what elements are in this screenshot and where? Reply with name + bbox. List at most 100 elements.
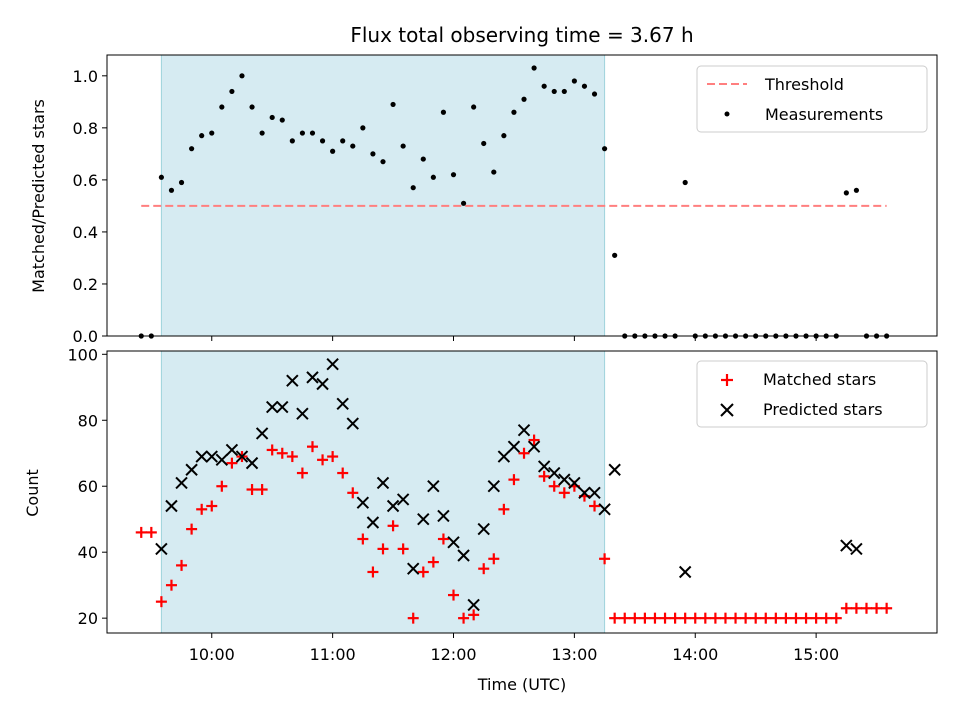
matched-star-point: [165, 579, 177, 591]
predicted-legend-swatch: [720, 403, 734, 417]
matched-star-point: [347, 487, 359, 499]
measurement-point: [360, 125, 366, 131]
bottom-y-axis-label: Count: [23, 469, 42, 517]
matched-star-point: [790, 612, 802, 624]
predicted-star-point: [265, 400, 279, 414]
measurement-point: [340, 138, 346, 144]
predicted-star-point: [296, 407, 309, 420]
matched-star-point: [629, 612, 641, 624]
measurements-legend-label: Measurements: [765, 105, 883, 124]
measurement-point: [501, 133, 507, 139]
matched-star-point: [649, 612, 661, 624]
predicted-star-point: [840, 539, 853, 552]
matched-star-point: [327, 451, 339, 463]
x-tick-label: 14:00: [672, 645, 718, 664]
matched-star-point: [740, 612, 752, 624]
predicted-star-point: [467, 598, 480, 612]
matched-star-point: [266, 444, 278, 456]
measurement-point: [209, 130, 215, 136]
matched-star-point: [448, 589, 460, 601]
y-tick-label: 40: [78, 543, 98, 562]
predicted-star-point: [185, 463, 198, 476]
predicted-star-point: [155, 542, 168, 556]
predicted-star-point: [215, 453, 229, 467]
matched-star-point: [589, 500, 601, 512]
predicted-star-point: [427, 480, 440, 493]
matched-star-point: [709, 612, 721, 624]
measurement-point: [491, 169, 497, 175]
measurement-point: [551, 88, 557, 95]
matched-star-point: [699, 612, 711, 624]
matched-star-point: [317, 454, 329, 466]
matched-star-point: [206, 500, 218, 512]
matched-star-point: [659, 612, 671, 624]
predicted-star-point: [225, 443, 239, 457]
predicted-star-point: [386, 499, 400, 513]
y-tick-label: 0.2: [73, 275, 98, 294]
measurement-point: [390, 101, 396, 108]
y-tick-label: 60: [78, 477, 98, 496]
matched-star-point: [417, 566, 429, 578]
matched-star-point: [800, 612, 812, 624]
predicted-star-point: [276, 400, 289, 414]
top-legend: Threshold Measurements: [696, 65, 928, 133]
measurement-point: [511, 109, 517, 115]
bottom-legend: Matched stars Predicted stars: [696, 360, 928, 428]
predicted-star-point: [346, 417, 359, 430]
matched-star-point: [871, 602, 883, 614]
measurement-point: [259, 130, 265, 136]
matched-star-point: [850, 602, 862, 614]
matched-legend-swatch: [721, 374, 733, 386]
matched-star-point: [820, 612, 832, 624]
predicted-star-point: [497, 450, 511, 463]
measurement-point: [189, 146, 195, 152]
matched-star-point: [397, 543, 409, 555]
predicted-star-point: [417, 513, 430, 526]
measurement-point: [531, 65, 537, 71]
matched-star-point: [286, 451, 298, 463]
matched-star-point: [176, 559, 188, 571]
matched-star-point: [276, 447, 288, 459]
matched-star-point: [306, 441, 318, 453]
predicted-star-point: [850, 542, 863, 556]
top-legend-box: [696, 65, 928, 133]
predicted-star-point: [487, 480, 501, 493]
chart-title: Flux total observing time = 3.67 h: [350, 23, 693, 47]
predicted-star-point: [306, 371, 319, 384]
measurement-point: [219, 104, 225, 110]
matched-star-point: [196, 503, 208, 515]
bottom-panel: 20 40 60 80 100 10:00 11:00 12:00 13:00 14:00 15:…: [23, 345, 938, 694]
measurement-point: [430, 174, 436, 180]
y-tick-label: 80: [78, 411, 98, 430]
matched-star-point: [810, 612, 822, 624]
measurement-point: [481, 140, 487, 147]
predicted-legend-label: Predicted stars: [763, 400, 883, 419]
measurement-point: [199, 133, 205, 139]
bottom-axes-frame: [106, 350, 938, 634]
matched-star-point: [619, 612, 631, 624]
measurement-point: [178, 179, 185, 186]
predicted-star-point: [447, 536, 460, 549]
y-tick-label: 0.8: [73, 119, 98, 138]
measurement-point: [561, 88, 567, 95]
y-tick-label: 0.0: [73, 327, 98, 346]
y-tick-label: 0.4: [73, 223, 98, 242]
measurements-legend-swatch: [724, 111, 730, 117]
matched-star-point: [719, 612, 731, 624]
matched-star-point: [558, 487, 570, 499]
x-tick-label: 11:00: [310, 645, 356, 664]
measurement-point: [410, 185, 416, 191]
measurement-point: [471, 104, 477, 110]
predicted-star-point: [165, 499, 178, 513]
measurement-point: [541, 83, 547, 89]
bottom-y-ticks: 20 40 60 80 100: [67, 345, 107, 628]
matched-legend-label: Matched stars: [763, 370, 876, 389]
measurement-point: [420, 156, 426, 162]
bottom-observing-span: [160, 350, 606, 634]
matched-star-point: [296, 467, 308, 479]
predicted-star-point: [527, 440, 541, 453]
measurement-point: [309, 130, 316, 136]
predicted-star-point: [568, 476, 581, 490]
matched-star-point: [548, 480, 560, 492]
